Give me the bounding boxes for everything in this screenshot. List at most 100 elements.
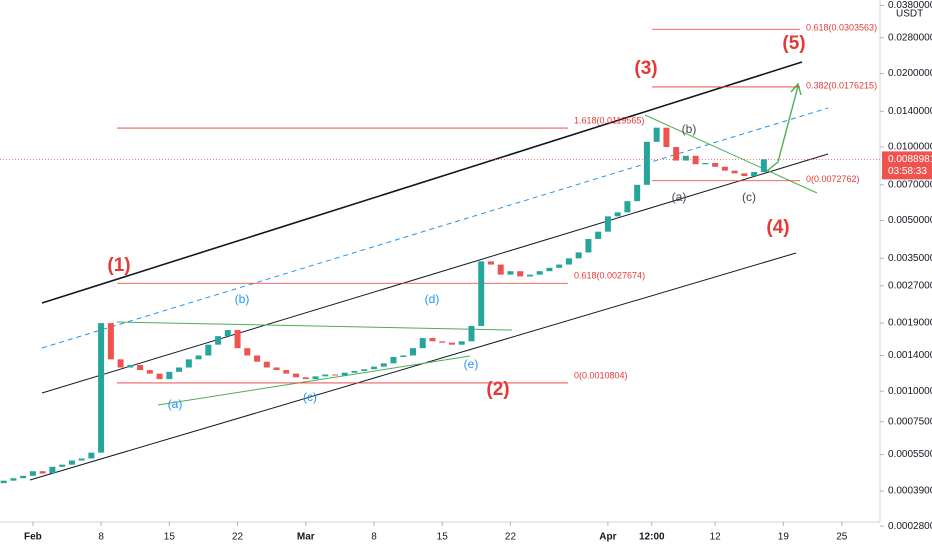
x-tick-label: 12:00 (639, 532, 665, 543)
candle (312, 376, 319, 380)
x-tick-label: 19 (778, 532, 790, 543)
candle (565, 258, 572, 265)
candle (556, 264, 563, 268)
price-tag (882, 151, 932, 180)
y-tick-label: 0.0002800 (888, 521, 932, 532)
subwave-label: (a) (168, 397, 183, 411)
candle (283, 370, 290, 374)
wave-label: (1) (107, 255, 130, 276)
projection-arrow (766, 85, 799, 172)
candle (643, 141, 650, 185)
candle (215, 336, 222, 345)
candle (409, 348, 416, 356)
candle (166, 371, 173, 380)
channel-mid (41, 107, 829, 349)
candle (156, 373, 163, 380)
x-tick-label: 22 (505, 532, 517, 543)
x-tick-label: 8 (98, 532, 104, 543)
candle (595, 231, 602, 239)
candle (351, 370, 358, 373)
drawings (29, 61, 829, 481)
candle (507, 271, 514, 275)
candle (302, 377, 309, 380)
candle (458, 341, 465, 345)
x-tick-label: 15 (164, 532, 176, 543)
y-tick-label: 0.0140000 (888, 106, 932, 117)
candle (59, 464, 66, 467)
wave-label: (2) (486, 379, 509, 400)
channel-line (41, 153, 829, 394)
candle (517, 271, 524, 277)
candle (760, 159, 767, 172)
candle (205, 344, 212, 356)
candle (400, 355, 407, 358)
subwave-label: (a) (672, 190, 687, 204)
fib-label: 1.618(0.0119565) (574, 115, 644, 125)
candle (653, 127, 660, 142)
y-tick-label: 0.0380000 (888, 0, 932, 11)
triangle-top (116, 321, 513, 331)
candle (497, 264, 504, 275)
candle (146, 370, 153, 374)
candle (673, 146, 680, 161)
triangle-bottom (157, 355, 471, 406)
arrow-head (790, 82, 802, 96)
candle (585, 238, 592, 253)
price-tag-label: 0.0088981 (888, 154, 932, 165)
countdown-label: 03:58:33 (888, 166, 927, 177)
candle (195, 355, 202, 360)
y-tick-label: 0.0100000 (888, 142, 932, 153)
x-tick-label: Apr (599, 532, 616, 543)
candle (185, 359, 192, 368)
candle (702, 162, 709, 165)
y-tick-label: 0.0007500 (888, 416, 932, 427)
x-tick-label: Mar (297, 532, 315, 543)
candle (468, 325, 475, 342)
candle (39, 471, 46, 474)
wave-label: (3) (634, 58, 657, 79)
fib-label: 0.382(0.0176215) (806, 80, 877, 90)
subwave-label: (c) (742, 190, 756, 204)
fib-label: 0(0.0010804) (574, 370, 628, 380)
candle (478, 261, 485, 326)
y-tick-label: 0.0280000 (888, 32, 932, 43)
candle (107, 323, 114, 360)
y-tick-label: 0.0035000 (888, 253, 932, 264)
candle (380, 363, 387, 367)
candle (322, 374, 329, 377)
x-tick-label: 25 (836, 532, 848, 543)
y-tick-label: 0.0019000 (888, 318, 932, 329)
x-tick-label: 8 (371, 532, 377, 543)
y-tick-label: 0.0050000 (888, 215, 932, 226)
candle (371, 366, 378, 370)
candle (361, 369, 368, 371)
candle (536, 271, 543, 275)
candle (487, 261, 494, 265)
y-tick-label: 0.0027000 (888, 280, 932, 291)
wedge-line (644, 114, 818, 194)
candle (751, 171, 758, 177)
candle (604, 216, 611, 232)
subwave-label: (b) (235, 292, 250, 306)
candle (137, 364, 144, 371)
candle (692, 155, 699, 165)
candle (29, 471, 36, 476)
candle (0, 480, 7, 484)
candle (117, 359, 124, 368)
candle (293, 373, 300, 378)
x-tick-label: 15 (437, 532, 449, 543)
candle (614, 212, 621, 217)
candle (234, 330, 241, 349)
candle (88, 452, 95, 459)
y-tick-label: 0.0070000 (888, 179, 932, 190)
fib-label: 0(0.0072762) (806, 174, 860, 184)
x-tick-label: 12 (710, 532, 722, 543)
candle (254, 355, 261, 362)
candle (224, 330, 231, 337)
subwave-label: (c) (303, 390, 317, 404)
candle (448, 342, 455, 345)
x-tick-label: 22 (232, 532, 244, 543)
candle (721, 166, 728, 171)
currency-label: USDT (896, 9, 923, 20)
